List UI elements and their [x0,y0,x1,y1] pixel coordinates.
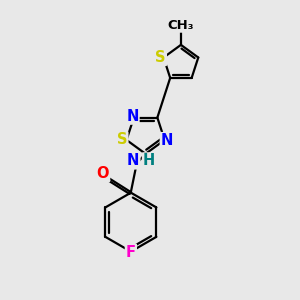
Text: H: H [143,153,155,168]
Text: S: S [155,50,166,65]
Text: F: F [126,245,136,260]
Text: S: S [117,133,128,148]
Text: N: N [161,133,173,148]
Text: N: N [126,109,139,124]
Text: CH₃: CH₃ [168,19,194,32]
Text: O: O [97,166,109,181]
Text: N: N [127,153,140,168]
